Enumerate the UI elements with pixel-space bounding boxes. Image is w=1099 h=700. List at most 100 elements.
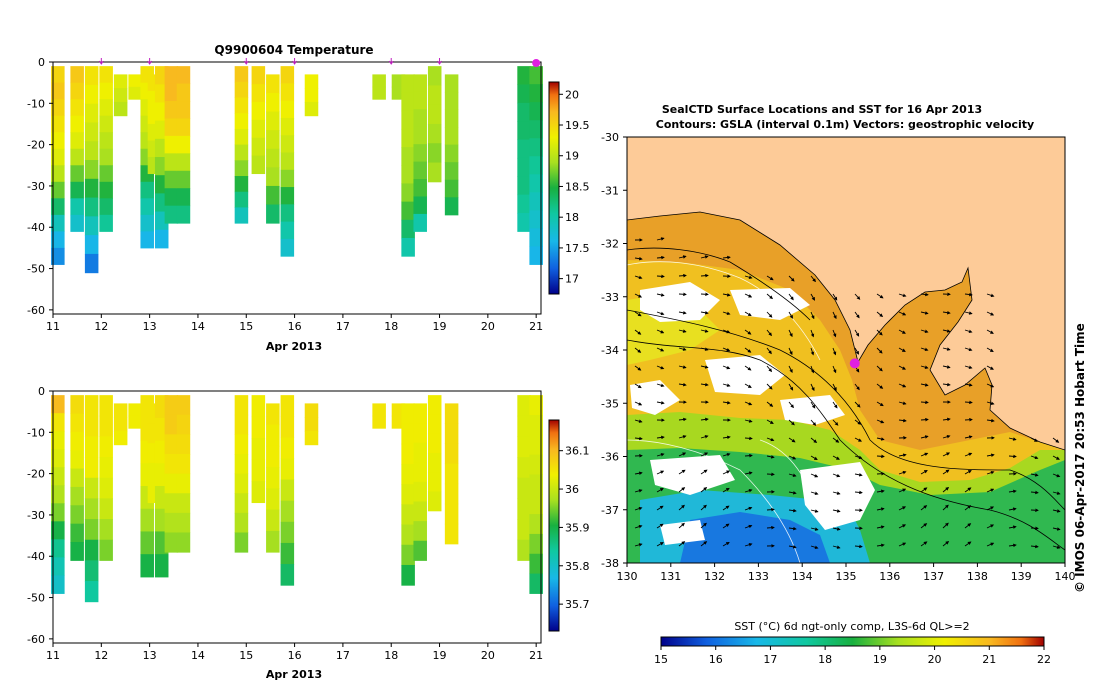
profile-cell: [251, 395, 266, 418]
profile-cell: [266, 167, 280, 187]
profile-cell: [413, 74, 427, 93]
temperature-title: Q9900604 Temperature: [214, 43, 373, 57]
velocity-vector: [964, 505, 972, 511]
velocity-vector: [876, 401, 884, 407]
profile-cell: [401, 524, 415, 546]
profile-cell: [234, 493, 249, 514]
profile-marker: [147, 58, 153, 65]
velocity-vector: [722, 541, 730, 547]
profile-cell: [99, 498, 113, 520]
profile-cell: [164, 135, 179, 154]
profile-cell: [266, 445, 280, 468]
profile-cell: [266, 509, 280, 532]
profile-cell: [164, 205, 179, 224]
velocity-vector: [678, 347, 687, 351]
velocity-vector: [810, 545, 819, 550]
velocity-vector: [898, 453, 907, 457]
profile-cell: [70, 486, 84, 506]
x-tick-label: 20: [481, 320, 495, 333]
velocity-vector: [1052, 527, 1061, 531]
profile-cell: [427, 66, 442, 86]
velocity-vector: [788, 491, 797, 495]
profile-cell: [251, 101, 266, 121]
temperature-xlabel: Apr 2013: [266, 340, 322, 353]
sst-map-panel: SealCTD Surface Locations and SST for 16…: [601, 103, 1087, 666]
profile-cell: [427, 143, 442, 164]
velocity-vector: [942, 417, 951, 422]
profile-cell: [113, 430, 128, 446]
profile-marker: [292, 58, 298, 65]
profile-cell: [70, 148, 84, 166]
velocity-vector: [1030, 437, 1038, 442]
velocity-vector: [766, 507, 775, 512]
map-x-tick-label: 139: [1011, 570, 1032, 583]
profile-cell: [84, 477, 99, 499]
velocity-vector: [656, 383, 665, 388]
velocity-vector: [744, 329, 752, 335]
profile-cell: [51, 521, 65, 540]
velocity-vector: [964, 487, 972, 493]
x-tick-label: 20: [481, 649, 495, 662]
velocity-vector: [678, 487, 686, 493]
profile-cell: [529, 120, 543, 139]
velocity-vector: [986, 383, 995, 388]
velocity-vector: [634, 293, 643, 298]
velocity-vector: [634, 471, 643, 476]
velocity-vector: [876, 311, 884, 318]
colorbar-tick-label: 35.9: [565, 521, 590, 534]
velocity-vector: [678, 435, 687, 439]
velocity-vector: [854, 455, 863, 460]
x-tick-label: 11: [46, 649, 60, 662]
velocity-vector: [942, 540, 950, 547]
profile-cell: [427, 395, 442, 415]
velocity-vector: [832, 509, 841, 513]
profile-cell: [99, 395, 113, 417]
profile-marker: [437, 58, 442, 65]
profile-cell: [529, 210, 543, 229]
profile-cell: [99, 181, 113, 199]
profile-cell: [304, 430, 319, 446]
map-x-tick-label: 135: [836, 570, 857, 583]
temperature-colorbar: [548, 81, 560, 295]
sst-colorbar-tick-label: 15: [654, 653, 668, 666]
velocity-vector: [634, 329, 642, 335]
profile-cell: [444, 403, 459, 424]
land-mass: [627, 137, 1065, 451]
velocity-vector: [788, 401, 794, 409]
y-tick-label: -20: [27, 468, 45, 481]
profile-cell: [164, 83, 179, 102]
profile-cell: [176, 205, 191, 224]
profile-cell: [413, 442, 427, 463]
velocity-vector: [832, 473, 841, 478]
velocity-vector: [964, 470, 972, 475]
velocity-vector: [744, 311, 752, 317]
profile-cell: [164, 493, 179, 514]
profile-cell: [517, 457, 531, 479]
velocity-vector: [766, 401, 774, 407]
profile-cell: [113, 417, 128, 432]
velocity-vector: [744, 436, 753, 441]
profile-cell: [280, 564, 295, 586]
profile-cell: [164, 101, 179, 119]
velocity-vector: [700, 255, 709, 259]
profile-cell: [444, 91, 459, 111]
profile-cell: [427, 472, 442, 493]
profile-cell: [70, 413, 84, 433]
velocity-vector: [766, 347, 772, 355]
velocity-vector: [634, 347, 642, 353]
profile-cell: [234, 473, 249, 494]
profile-cell: [70, 165, 84, 183]
velocity-vector: [722, 435, 731, 440]
profile-cell: [234, 454, 249, 475]
profile-cell: [176, 473, 191, 494]
velocity-vector: [810, 491, 819, 495]
profile-cell: [401, 504, 415, 526]
profile-cell: [84, 581, 99, 603]
velocity-vector: [832, 491, 841, 495]
profile-cell: [444, 503, 459, 525]
profile-cell: [70, 198, 84, 216]
temperature-axes-frame: [52, 61, 542, 315]
velocity-vector: [634, 311, 642, 317]
velocity-vector: [964, 400, 973, 405]
profile-cell: [251, 119, 266, 139]
